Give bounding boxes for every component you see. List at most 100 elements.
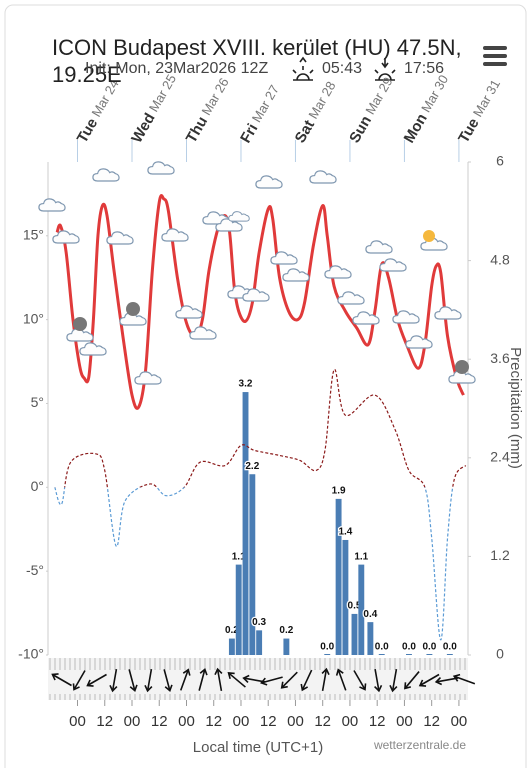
sunset: 17:56 (404, 60, 445, 77)
wind-arrow (51, 673, 72, 687)
wind-arrow (179, 668, 191, 691)
wind-arrow (227, 672, 246, 688)
precip-bar (235, 564, 242, 655)
wind-head (260, 677, 268, 686)
wind-shaft (419, 673, 440, 687)
wind-arrow (434, 677, 458, 686)
wind-head (359, 683, 367, 691)
wind-shaft (391, 669, 398, 691)
wind-shaft (128, 669, 136, 691)
y-tick-label: 0° (31, 478, 44, 494)
wind-head (452, 673, 461, 682)
x-tick-label: 00 (342, 713, 359, 730)
wind-arrow (214, 667, 223, 691)
wind-arrow (335, 668, 347, 691)
x-tick-label: 12 (423, 713, 440, 730)
wind-head (199, 668, 208, 676)
x-tick-label: 00 (124, 713, 141, 730)
wind-head (374, 684, 383, 693)
weekday: Mon (401, 111, 431, 146)
y-tick-label: 15° (23, 226, 44, 242)
wind-head (389, 684, 398, 693)
wind-shaft (374, 669, 380, 691)
wind-arrow (86, 673, 107, 687)
subtitle: Init: Mon, 23Mar2026 12Z (85, 60, 269, 77)
y2-tick-label: 0 (496, 646, 504, 662)
y-tick-label: -10° (18, 646, 44, 662)
precip-bar (342, 539, 349, 655)
wind-shaft (337, 669, 347, 691)
date: Mar 27 (249, 83, 282, 126)
wind-arrow (374, 669, 383, 693)
wind-shaft (281, 671, 298, 689)
x-tick-label: 00 (178, 713, 195, 730)
date: Mar 31 (470, 77, 503, 120)
menu-button[interactable] (483, 46, 507, 66)
wind-shaft (404, 671, 420, 689)
day-label: SatMar 28 (292, 79, 341, 146)
y2-tick-label: 3.6 (490, 350, 510, 366)
wind-head (321, 667, 330, 676)
wind-head (182, 668, 191, 676)
wind-head (72, 683, 80, 691)
wind-head (242, 674, 250, 683)
wind-arrow (280, 671, 298, 689)
wind-shaft (216, 669, 223, 691)
precip-label: 0.4 (363, 609, 377, 620)
precip-label: 2.2 (245, 461, 259, 472)
y-tick-label: -5° (26, 562, 44, 578)
precip-bar (426, 654, 433, 655)
wind-arrow (389, 669, 398, 693)
wind-shaft (228, 672, 246, 688)
x-tick-label: 12 (205, 713, 222, 730)
wind-arrow (404, 671, 420, 690)
wind-head (300, 683, 309, 692)
wind-head (129, 684, 138, 692)
x-tick-label: 12 (151, 713, 168, 730)
wind-head (86, 679, 94, 687)
wind-head (418, 679, 427, 687)
precip-bar (446, 654, 453, 655)
wind-head (335, 668, 344, 676)
precip-label: 3.2 (239, 379, 253, 390)
precip-label: 0.2 (279, 625, 293, 636)
wind-arrow (260, 676, 283, 686)
precip-bar (335, 498, 342, 655)
precip-label: 1.1 (354, 551, 368, 562)
sunrise: 05:43 (322, 60, 363, 77)
precip-bar (367, 622, 374, 655)
precip-label: 0.3 (252, 617, 266, 628)
temperature-line (55, 194, 465, 410)
x-tick-label: 12 (369, 713, 386, 730)
precip-label: 0.0 (443, 642, 457, 653)
wind-arrow (109, 669, 118, 693)
precip-label: 0.0 (422, 642, 436, 653)
wind-shaft (436, 677, 458, 683)
day-label: FriMar 27 (237, 82, 284, 146)
precip-label: 1.9 (332, 486, 346, 497)
wind-arrow (163, 669, 173, 692)
precip-bar (249, 474, 256, 655)
wind-shaft (179, 669, 190, 691)
precip-bar (378, 654, 385, 655)
precip-bar (406, 654, 412, 655)
weekday: Wed (128, 110, 158, 146)
y2-tick-label: 2.4 (490, 449, 510, 465)
y-tick-label: 10° (23, 310, 44, 326)
wind-band (48, 658, 468, 700)
x-tick-label: 12 (96, 713, 113, 730)
x-tick-label: 00 (396, 713, 413, 730)
y-tick-label: 5° (31, 394, 44, 410)
y2-tick-label: 1.2 (490, 547, 510, 563)
x-tick-label: 00 (287, 713, 304, 730)
wind-shaft (111, 669, 118, 691)
weather-icons (38, 161, 476, 385)
precip-label: 0.0 (402, 642, 416, 653)
precip-label: 0.0 (320, 642, 334, 653)
precip-label: 1.4 (338, 527, 352, 538)
wind-shaft (73, 670, 86, 690)
wind-arrow (300, 669, 313, 692)
wind-shaft (52, 673, 72, 687)
